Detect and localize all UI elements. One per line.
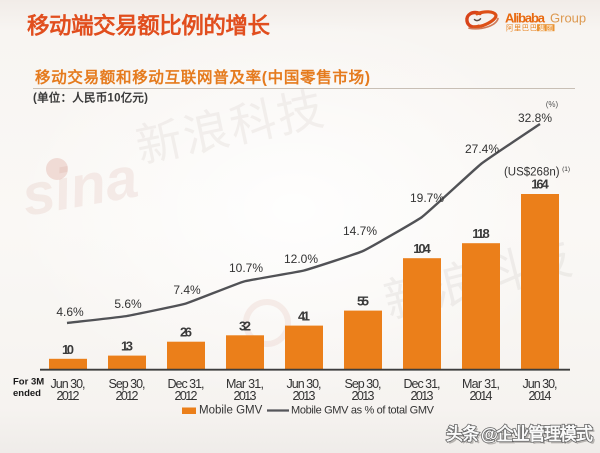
svg-text:10: 10: [62, 342, 74, 357]
svg-text:Dec 31,: Dec 31,: [404, 377, 441, 391]
svg-text:(%): (%): [546, 100, 559, 109]
svg-text:32.8%: 32.8%: [518, 111, 552, 125]
svg-text:Alibaba: Alibaba: [505, 11, 546, 26]
svg-text:新浪科技: 新浪科技: [131, 82, 330, 173]
svg-text:头条 @企业管理模式: 头条 @企业管理模式: [446, 424, 594, 444]
svg-text:Jun 30,: Jun 30,: [523, 377, 558, 391]
svg-text:头条 @企业管理模式: 头条 @企业管理模式: [448, 426, 596, 446]
svg-text:10.7%: 10.7%: [229, 261, 263, 275]
svg-text:118: 118: [472, 226, 490, 241]
svg-text:4.6%: 4.6%: [56, 305, 84, 319]
svg-text:19.7%: 19.7%: [410, 191, 444, 205]
svg-text:Mobile GMV as % of total GMV: Mobile GMV as % of total GMV: [291, 405, 435, 417]
svg-text:55: 55: [357, 294, 369, 309]
svg-text:14.7%: 14.7%: [343, 224, 377, 238]
svg-text:sina: sina: [17, 145, 143, 229]
svg-text:Mar 31,: Mar 31,: [226, 377, 264, 391]
svg-text:12.0%: 12.0%: [284, 252, 318, 266]
svg-text:移动端交易额比例的增长: 移动端交易额比例的增长: [27, 13, 270, 39]
svg-text:2012: 2012: [116, 389, 139, 403]
svg-text:13: 13: [121, 339, 133, 354]
svg-text:41: 41: [298, 309, 310, 324]
svg-text:(单位：人民币10亿元): (单位：人民币10亿元): [33, 91, 148, 105]
svg-text:2013: 2013: [352, 389, 375, 403]
svg-text:Dec 31,: Dec 31,: [168, 377, 205, 391]
svg-text:5.6%: 5.6%: [114, 297, 142, 311]
svg-text:集团: 集团: [539, 23, 554, 32]
svg-text:Sep 30,: Sep 30,: [109, 377, 146, 391]
svg-text:7.4%: 7.4%: [173, 283, 201, 297]
svg-text:2012: 2012: [57, 389, 80, 403]
svg-text:164: 164: [531, 177, 549, 192]
svg-text:2014: 2014: [470, 389, 493, 403]
svg-text:2014: 2014: [529, 389, 552, 403]
svg-text:Sep 30,: Sep 30,: [345, 377, 382, 391]
svg-text:阿里巴巴: 阿里巴巴: [506, 24, 538, 33]
svg-text:移动交易额和移动互联网普及率(中国零售市场): 移动交易额和移动互联网普及率(中国零售市场): [35, 68, 370, 87]
svg-text:Jun 30,: Jun 30,: [51, 377, 86, 391]
svg-text:104: 104: [413, 241, 431, 256]
svg-text:Jun 30,: Jun 30,: [287, 377, 322, 391]
svg-text:2012: 2012: [175, 389, 198, 403]
svg-text:ended: ended: [13, 388, 41, 399]
svg-text:27.4%: 27.4%: [465, 142, 499, 156]
svg-text:32: 32: [239, 319, 251, 334]
svg-text:Group: Group: [550, 11, 586, 26]
svg-text:(US$268n)(1): (US$268n) (1): [504, 166, 570, 179]
svg-text:For 3M: For 3M: [13, 377, 44, 388]
svg-text:Mobile GMV: Mobile GMV: [199, 405, 263, 417]
svg-text:2013: 2013: [411, 389, 434, 403]
svg-text:Mar 31,: Mar 31,: [462, 377, 500, 391]
svg-text:2013: 2013: [293, 389, 316, 403]
svg-text:2013: 2013: [234, 389, 257, 403]
svg-text:26: 26: [180, 325, 192, 340]
